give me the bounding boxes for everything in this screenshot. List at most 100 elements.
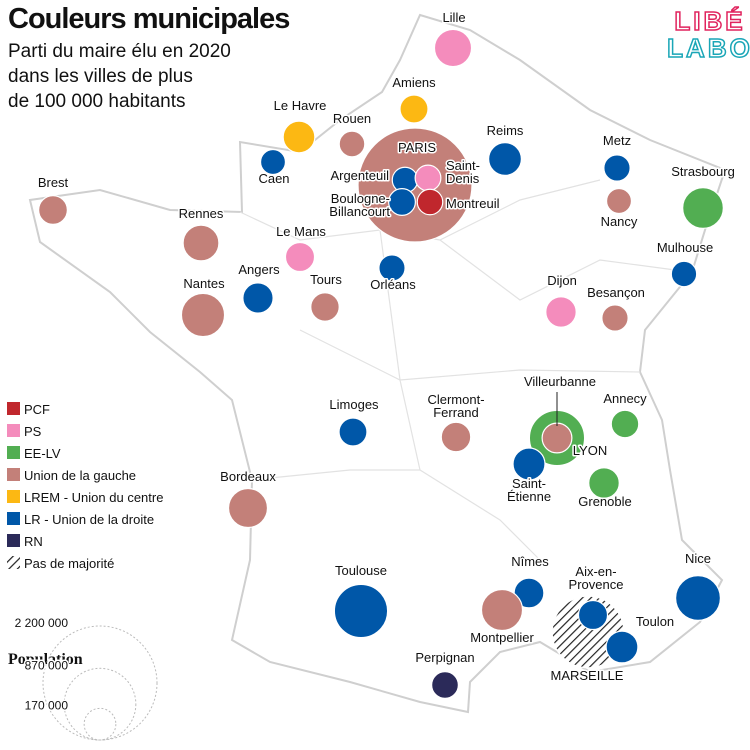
- city-label: Amiens: [392, 75, 436, 90]
- city-label: Toulon: [636, 614, 674, 629]
- legend-swatch: [7, 446, 20, 459]
- city-bubble: [605, 630, 639, 664]
- size-circle: [83, 707, 117, 741]
- city-bubble: [310, 292, 340, 322]
- city-bubble: [541, 422, 573, 454]
- city-label: LYON: [573, 443, 607, 458]
- city-bubble: [674, 574, 722, 622]
- city-bubble: [440, 421, 472, 453]
- city-bubble: [38, 195, 68, 225]
- city-label: Nîmes: [511, 554, 549, 569]
- city-bubble: [227, 487, 269, 529]
- city-label: Besançon: [587, 285, 645, 300]
- city-label: Annecy: [603, 391, 647, 406]
- city-label: Aix-en-: [575, 564, 616, 579]
- city-bubble: [480, 588, 524, 632]
- labels: PARIS Lille Amiens Le Havre Rouen Caen Reims Me…: [36, 9, 736, 685]
- city-label: Saint-: [512, 476, 546, 491]
- city-bubble: [378, 254, 406, 282]
- city-bubble: [610, 409, 640, 439]
- city-label: Nice: [685, 551, 711, 566]
- legend-swatch: [7, 490, 20, 503]
- city-bubble: [605, 187, 633, 215]
- city-bubble: [338, 417, 368, 447]
- legend-label: LR - Union de la droite: [24, 512, 154, 527]
- city-bubble: [282, 120, 316, 154]
- city-bubble: [333, 583, 389, 639]
- city-label: Étienne: [507, 489, 551, 504]
- logo: LIBÉ: [674, 6, 745, 36]
- city-bubble: [182, 224, 220, 262]
- city-label: Nantes: [183, 276, 225, 291]
- city-label: Limoges: [329, 397, 379, 412]
- city-label: Caen: [258, 171, 289, 186]
- city-bubble: [588, 467, 620, 499]
- city-label: Argenteuil: [330, 168, 389, 183]
- city-bubble: [259, 148, 287, 176]
- city-label: Billancourt: [329, 204, 390, 219]
- size-label: 170 000: [25, 698, 69, 712]
- city-label: Clermont-: [427, 392, 484, 407]
- legend-label: EE-LV: [24, 446, 61, 461]
- city-label: Boulogne-: [331, 191, 390, 206]
- city-label: Denis: [446, 171, 480, 186]
- city-bubble: [433, 28, 473, 68]
- france-outline: [28, 13, 727, 714]
- city-label: Strasbourg: [671, 164, 735, 179]
- legend-label: LREM - Union du centre: [24, 490, 163, 505]
- city-bubble: [414, 164, 442, 192]
- city-label: Toulouse: [335, 563, 387, 578]
- city-label: Nancy: [601, 214, 638, 229]
- city-bubble: [670, 260, 698, 288]
- city-label: Le Havre: [274, 98, 327, 113]
- city-bubble: [242, 282, 274, 314]
- size-label: 2 200 000: [15, 616, 69, 630]
- legend-label: Union de la gauche: [24, 468, 136, 483]
- city-bubble: [512, 447, 546, 481]
- legend-swatch: [7, 468, 20, 481]
- city-label: Reims: [487, 123, 524, 138]
- city-label: Perpignan: [415, 650, 474, 665]
- city-label: Orléans: [370, 277, 416, 292]
- city-label: Brest: [38, 175, 69, 190]
- city-label: Villeurbanne: [524, 374, 596, 389]
- legend-swatch: [7, 402, 20, 415]
- city-label: Rennes: [179, 206, 224, 221]
- legend-swatch: [7, 424, 20, 437]
- city-label: MARSEILLE: [551, 668, 624, 683]
- city-label: Provence: [569, 577, 624, 592]
- city-bubble: [338, 130, 366, 158]
- logo: LABO: [667, 33, 750, 63]
- city-bubble: [682, 187, 724, 229]
- city-label: Lille: [442, 10, 465, 25]
- subtitle: de 100 000 habitants: [8, 91, 186, 112]
- size-circle: [42, 625, 158, 741]
- city-label: Bordeaux: [220, 469, 276, 484]
- city-label: Montreuil: [446, 196, 500, 211]
- legend-label: Pas de majorité: [24, 556, 114, 571]
- city-label: Le Mans: [276, 224, 326, 239]
- city-label: Saint-: [446, 158, 480, 173]
- size-circle: [63, 667, 137, 741]
- city-bubble: [603, 154, 631, 182]
- city-label: Mulhouse: [657, 240, 713, 255]
- size-label: 870 000: [25, 658, 69, 672]
- subtitle: dans les villes de plus: [8, 66, 193, 87]
- legend-swatch: [7, 534, 20, 547]
- population-legend-title: Population: [8, 651, 83, 668]
- legend-swatch: [7, 556, 20, 569]
- city-label: Rouen: [333, 111, 371, 126]
- legend-swatch: [7, 512, 20, 525]
- population-legend: 2 200 000 870 000 170 000: [13, 615, 158, 741]
- bubbles: [38, 28, 724, 699]
- city-bubble: [488, 142, 522, 176]
- city-bubble: [180, 292, 226, 338]
- city-label: Tours: [310, 272, 342, 287]
- legend-label: PS: [24, 424, 42, 439]
- city-label: PARIS: [398, 140, 436, 155]
- city-bubble: [601, 304, 629, 332]
- city-label: Dijon: [547, 273, 577, 288]
- city-bubble: [399, 94, 429, 124]
